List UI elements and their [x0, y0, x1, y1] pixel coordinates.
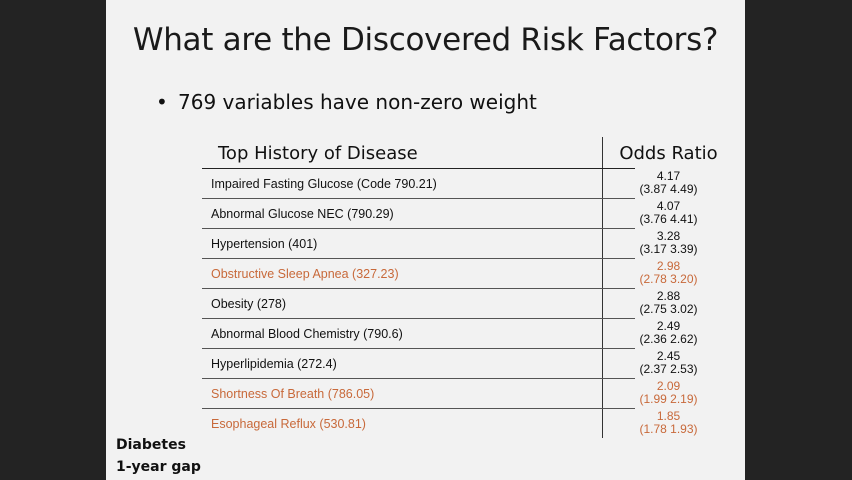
- bullet-point: • 769 variables have non-zero weight: [156, 90, 537, 114]
- table-row: Impaired Fasting Glucose (Code 790.21) 4.…: [202, 169, 698, 199]
- disease-name: Impaired Fasting Glucose (Code 790.21): [211, 177, 437, 191]
- table-row: Obstructive Sleep Apnea (327.23) 2.98 (2.7…: [202, 259, 698, 289]
- confidence-interval: (3.76 4.41): [639, 212, 698, 226]
- disease-name: Obesity (278): [211, 297, 287, 311]
- confidence-interval: (2.75 3.02): [639, 302, 698, 316]
- disease-name: Hyperlipidemia (272.4): [211, 357, 337, 371]
- table-header: Top History of Disease Odds Ratio: [202, 137, 718, 169]
- footnote: Diabetes 1-year gap: [116, 434, 201, 478]
- confidence-interval: (1.78 1.93): [639, 422, 698, 436]
- table-row: Abnormal Glucose NEC (790.29) 4.07 (3.76 4…: [202, 199, 698, 229]
- odds-ratio-cell: 2.45 (2.37 2.53): [602, 350, 735, 376]
- odds-ratio-value: 2.88: [656, 289, 681, 303]
- bullet-text: 769 variables have non-zero weight: [178, 90, 537, 114]
- table-row: Shortness Of Breath (786.05) 2.09 (1.99 2.…: [202, 379, 698, 409]
- confidence-interval: (3.17 3.39): [639, 242, 698, 256]
- disease-name: Obstructive Sleep Apnea (327.23): [211, 267, 399, 281]
- slide-title: What are the Discovered Risk Factors?: [132, 22, 719, 58]
- table-row: Esophageal Reflux (530.81) 1.85 (1.78 1.93…: [202, 409, 698, 438]
- odds-ratio-cell: 4.07 (3.76 4.41): [602, 200, 735, 226]
- header-disease: Top History of Disease: [218, 143, 418, 164]
- odds-ratio-cell: 2.49 (2.36 2.62): [602, 320, 735, 346]
- table-row: Obesity (278) 2.88 (2.75 3.02): [202, 289, 698, 319]
- odds-ratio-value: 4.17: [656, 169, 681, 183]
- odds-ratio-value: 4.07: [656, 199, 681, 213]
- risk-factor-table: Top History of Disease Odds Ratio Impair…: [202, 137, 718, 438]
- odds-ratio-cell: 2.09 (1.99 2.19): [602, 380, 735, 406]
- table-row: Hyperlipidemia (272.4) 2.45 (2.37 2.53): [202, 349, 698, 379]
- odds-ratio-value: 2.09: [656, 379, 681, 393]
- confidence-interval: (2.37 2.53): [639, 362, 698, 376]
- presentation-slide: What are the Discovered Risk Factors? • 7…: [106, 0, 745, 480]
- disease-name: Abnormal Glucose NEC (790.29): [211, 207, 394, 221]
- footnote-line-2: 1-year gap: [116, 459, 201, 475]
- disease-name: Shortness Of Breath (786.05): [211, 387, 375, 401]
- disease-name: Hypertension (401): [211, 237, 318, 251]
- bullet-icon: •: [156, 90, 168, 114]
- table-row: Hypertension (401) 3.28 (3.17 3.39): [202, 229, 698, 259]
- disease-name: Esophageal Reflux (530.81): [211, 417, 366, 431]
- odds-ratio-cell: 4.17 (3.87 4.49): [602, 170, 735, 196]
- odds-ratio-cell: 2.98 (2.78 3.20): [602, 260, 735, 286]
- confidence-interval: (2.78 3.20): [639, 272, 698, 286]
- odds-ratio-cell: 3.28 (3.17 3.39): [602, 230, 735, 256]
- table-row: Abnormal Blood Chemistry (790.6) 2.49 (2.3…: [202, 319, 698, 349]
- header-odds-ratio: Odds Ratio: [619, 143, 718, 164]
- confidence-interval: (3.87 4.49): [639, 182, 698, 196]
- confidence-interval: (1.99 2.19): [639, 392, 698, 406]
- odds-ratio-value: 1.85: [656, 409, 681, 423]
- table-body: Impaired Fasting Glucose (Code 790.21) 4.…: [202, 169, 698, 438]
- footnote-line-1: Diabetes: [116, 437, 186, 453]
- column-divider: [602, 137, 603, 438]
- odds-ratio-cell: 1.85 (1.78 1.93): [602, 410, 735, 436]
- odds-ratio-value: 2.49: [656, 319, 681, 333]
- confidence-interval: (2.36 2.62): [639, 332, 698, 346]
- odds-ratio-value: 3.28: [656, 229, 681, 243]
- odds-ratio-value: 2.98: [656, 259, 681, 273]
- disease-name: Abnormal Blood Chemistry (790.6): [211, 327, 403, 341]
- odds-ratio-value: 2.45: [656, 349, 681, 363]
- odds-ratio-cell: 2.88 (2.75 3.02): [602, 290, 735, 316]
